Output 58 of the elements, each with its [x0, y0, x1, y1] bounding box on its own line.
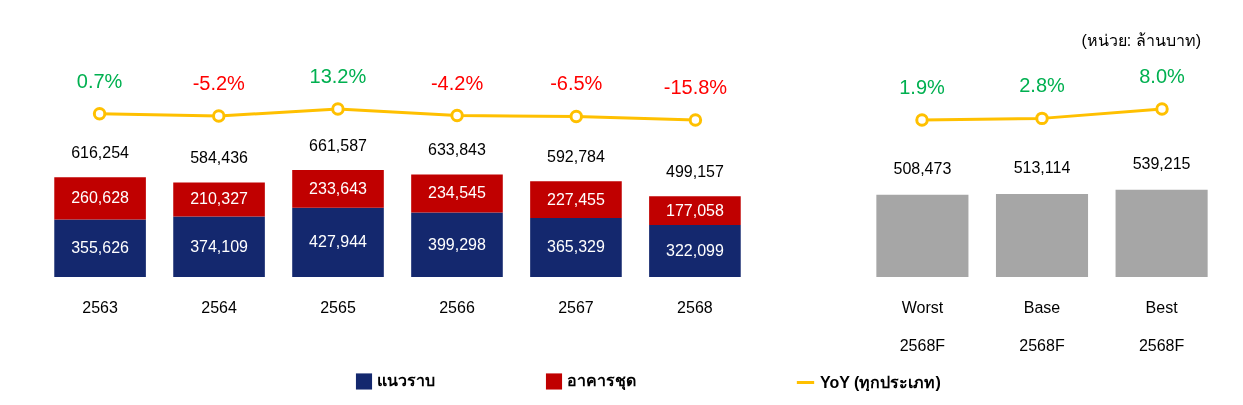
data-label: 227,455 [547, 190, 605, 208]
data-label: 508,473 [893, 159, 952, 177]
category-label: Worst 2568F [899, 298, 946, 354]
bar [411, 174, 503, 213]
total-label: 661,587 [309, 137, 368, 154]
text: (หน่วย: ล้านบาท) [1081, 31, 1201, 51]
bar [292, 170, 384, 208]
data-label: 427,944 [309, 233, 368, 251]
x-tick-label: 2568 [677, 298, 713, 316]
data-label: 2.8% [1019, 74, 1066, 97]
bar [530, 217, 622, 277]
category-label: Best 2568F [1138, 298, 1185, 354]
point [450, 108, 464, 123]
data-label: 210,327 [190, 190, 249, 208]
total-label: 499,157 [666, 163, 724, 181]
x-tick-label: 2564 [201, 298, 237, 316]
data-label: 365,329 [547, 238, 605, 256]
bar [173, 216, 265, 277]
data-label: 13.2% [309, 65, 367, 87]
data-label: 0.7% [76, 69, 123, 92]
point [688, 113, 703, 127]
data-label: -15.8% [663, 76, 728, 98]
data-label: 8.0% [1139, 65, 1186, 87]
bar [649, 224, 741, 277]
data-label: 233,643 [309, 179, 368, 197]
data-label: -5.2% [192, 71, 246, 94]
data-label: 374,109 [190, 237, 249, 255]
data-label: 177,058 [666, 201, 724, 219]
bar [411, 212, 503, 277]
x-tick-label: 2563 [82, 298, 118, 316]
category-label: Base 2568F [1019, 298, 1065, 354]
data-label: 234,545 [428, 184, 486, 202]
point [331, 102, 345, 116]
data-label: 513,114 [1013, 159, 1071, 177]
data-label: 399,298 [428, 235, 486, 253]
data-label: -6.5% [550, 72, 603, 95]
legend-label: แนวราบ [377, 372, 435, 390]
bar [530, 181, 622, 218]
total-label: 584,436 [190, 149, 249, 167]
x-tick-label: 2565 [320, 298, 356, 316]
total-label: 592,784 [547, 148, 605, 166]
point [212, 109, 226, 123]
data-label: 260,628 [71, 189, 130, 207]
data-label: 355,626 [71, 239, 130, 257]
total-label: 633,843 [428, 141, 486, 159]
x-tick-label: 2567 [558, 298, 594, 316]
legend-label: อาคารชุด [567, 372, 636, 392]
point [569, 109, 583, 124]
data-label: 1.9% [899, 76, 946, 98]
point [92, 107, 107, 121]
bar [54, 219, 146, 277]
data-label: 539,215 [1132, 154, 1191, 172]
data-label: 322,099 [666, 241, 724, 259]
total-label: 616,254 [71, 144, 130, 162]
data-label: -4.2% [430, 71, 484, 94]
x-tick-label: 2566 [439, 298, 475, 316]
bar [54, 177, 146, 220]
bar [292, 207, 384, 277]
